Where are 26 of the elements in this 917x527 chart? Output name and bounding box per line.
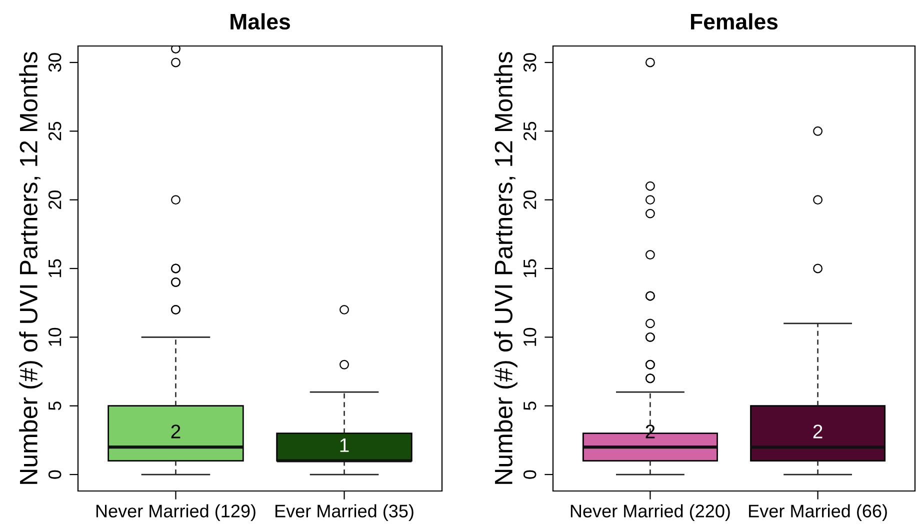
x-tick-label: Ever Married (66) (749, 504, 887, 522)
y-tick-label: 0 (523, 470, 536, 479)
y-tick-label: 25 (48, 122, 62, 140)
y-axis-title: Number (#) of UVI Partners, 12 Months (19, 52, 42, 484)
y-tick-label: 0 (48, 470, 62, 479)
y-tick-label: 30 (48, 53, 62, 72)
annotation: 1 (340, 438, 349, 452)
x-tick-label: Ever Married (35) (276, 504, 414, 522)
annotation: 2 (813, 424, 822, 438)
chart-title: Males (230, 13, 290, 30)
y-tick-label: 15 (524, 259, 536, 278)
annotation: 2 (171, 424, 180, 438)
y-axis-title: Number (#) of UVI Partners, 12 Months (494, 52, 518, 484)
y-tick-label: 20 (48, 190, 62, 209)
x-tick-label: Never Married (220) (570, 504, 730, 522)
y-tick-label: 5 (48, 402, 62, 410)
y-tick-label: 20 (523, 190, 536, 209)
y-tick-label: 25 (523, 122, 536, 140)
y-tick-label: 10 (523, 328, 536, 346)
x-tick-label: Never Married (129) (96, 504, 256, 522)
y-tick-label: 15 (48, 259, 62, 278)
y-tick-label: 5 (524, 402, 536, 410)
y-tick-label: 30 (523, 53, 536, 72)
annotation: 2 (646, 424, 655, 438)
y-tick-label: 10 (48, 328, 62, 346)
chart-title: Females (691, 13, 778, 30)
